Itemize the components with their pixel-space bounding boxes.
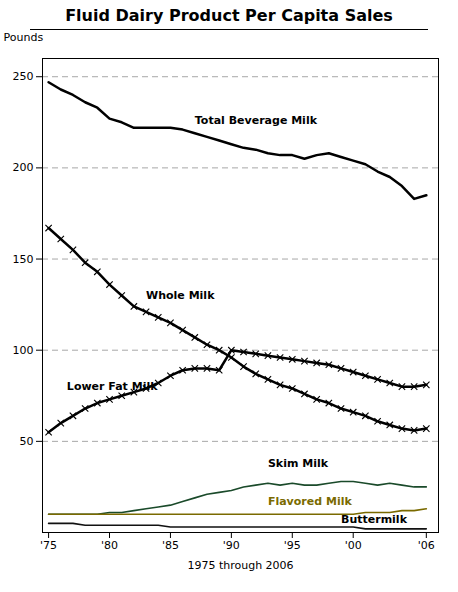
svg-text:'95: '95: [284, 539, 301, 552]
svg-text:'90: '90: [223, 539, 240, 552]
svg-text:'06: '06: [418, 539, 435, 552]
svg-text:Pounds: Pounds: [4, 31, 44, 44]
svg-text:50: 50: [20, 435, 34, 448]
svg-text:200: 200: [13, 161, 34, 174]
svg-text:Flavored Milk: Flavored Milk: [268, 495, 353, 508]
svg-text:Lower Fat Milk: Lower Fat Milk: [67, 380, 158, 393]
svg-text:'00: '00: [345, 539, 362, 552]
svg-text:'85: '85: [162, 539, 179, 552]
svg-text:Whole Milk: Whole Milk: [146, 289, 215, 302]
svg-text:Buttermilk: Buttermilk: [341, 513, 408, 526]
svg-text:250: 250: [13, 70, 34, 83]
svg-text:1975 through 2006: 1975 through 2006: [187, 559, 293, 572]
svg-text:100: 100: [13, 344, 34, 357]
html-text:Fluid Dairy Product Per Capita: Fluid Dairy Product Per Capita Sales: [65, 6, 393, 25]
svg-text:'75: '75: [40, 539, 57, 552]
svg-text:'80: '80: [101, 539, 118, 552]
svg-text:Total Beverage Milk: Total Beverage Milk: [195, 114, 318, 127]
svg-text:Skim Milk: Skim Milk: [268, 457, 329, 470]
svg-text:150: 150: [13, 253, 34, 266]
